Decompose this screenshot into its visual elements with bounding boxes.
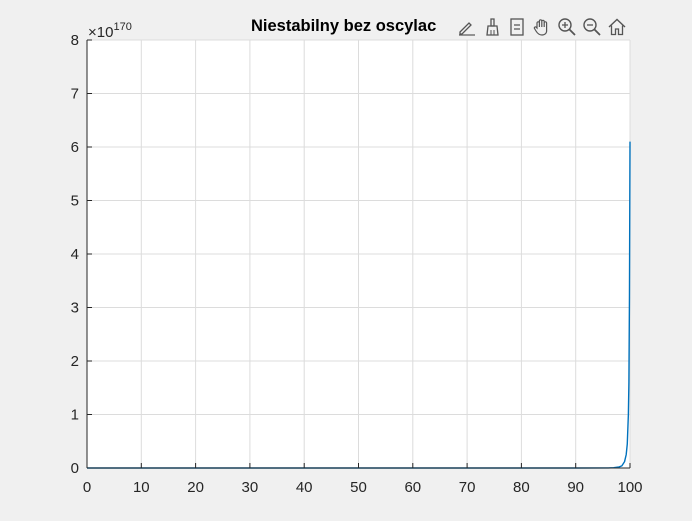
x-tick-label: 60 bbox=[404, 479, 421, 496]
x-tick-label: 20 bbox=[187, 479, 204, 496]
tick-labels: 0 10 20 30 40 50 60 70 80 90 100 0 1 2 3 4 5 6 7 8 bbox=[71, 32, 643, 496]
y-tick-label: 5 bbox=[71, 193, 79, 210]
zoom-in-icon bbox=[557, 18, 576, 36]
x-tick-label: 100 bbox=[617, 479, 642, 496]
datatip-button[interactable] bbox=[505, 15, 528, 39]
y-tick-label: 0 bbox=[71, 460, 79, 477]
pan-button[interactable] bbox=[530, 15, 553, 39]
x-tick-label: 40 bbox=[296, 479, 313, 496]
y-exponent-label: ×10170 bbox=[88, 21, 132, 41]
datatip-icon bbox=[509, 18, 524, 36]
y-tick-label: 2 bbox=[71, 353, 79, 370]
y-tick-label: 1 bbox=[71, 407, 79, 424]
pan-icon bbox=[533, 19, 547, 36]
edit-icon bbox=[458, 22, 475, 36]
home-icon bbox=[608, 18, 625, 36]
home-button[interactable] bbox=[605, 15, 628, 39]
x-tick-label: 90 bbox=[567, 479, 584, 496]
zoom-out-button[interactable] bbox=[580, 15, 603, 39]
y-tick-label: 4 bbox=[71, 246, 79, 263]
y-tick-label: 7 bbox=[71, 86, 79, 103]
x-tick-label: 80 bbox=[513, 479, 530, 496]
x-tick-label: 10 bbox=[133, 479, 150, 496]
x-tick-label: 70 bbox=[459, 479, 476, 496]
chart-title: Niestabilny bez oscylac bbox=[251, 17, 436, 35]
y-tick-label: 6 bbox=[71, 139, 79, 156]
x-tick-label: 50 bbox=[350, 479, 367, 496]
brush-button[interactable] bbox=[480, 15, 503, 39]
zoom-in-button[interactable] bbox=[555, 15, 578, 39]
axes-toolbar bbox=[455, 14, 628, 40]
brush-icon bbox=[485, 18, 499, 36]
y-tick-label: 3 bbox=[71, 300, 79, 317]
x-tick-label: 30 bbox=[242, 479, 259, 496]
y-tick-label: 8 bbox=[71, 32, 79, 49]
edit-button[interactable] bbox=[455, 15, 478, 39]
ticks bbox=[86, 39, 631, 469]
x-tick-label: 0 bbox=[83, 479, 91, 496]
zoom-out-icon bbox=[582, 18, 601, 36]
